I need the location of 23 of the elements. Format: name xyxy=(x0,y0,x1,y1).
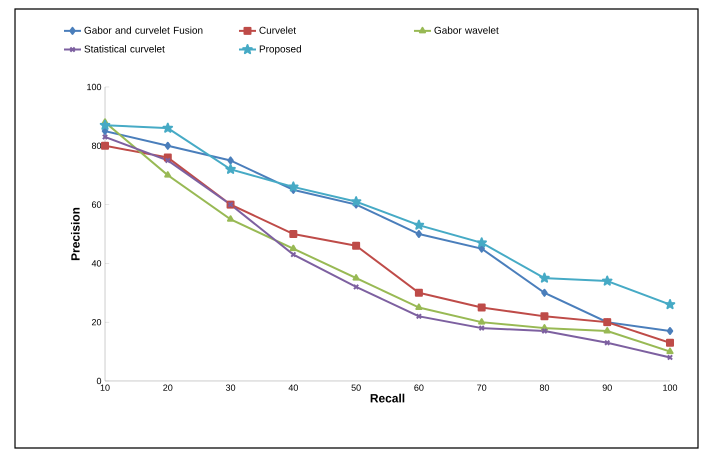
legend-label: Gabor and curvelet Fusion xyxy=(84,26,202,34)
y-tick-label: 0 xyxy=(96,378,102,384)
x-tick-label: 80 xyxy=(540,384,550,391)
legend-label: Curvelet xyxy=(259,26,296,34)
x-tick-label: 50 xyxy=(351,384,361,391)
y-axis-title: Precision xyxy=(70,208,80,260)
x-tick-label: 100 xyxy=(663,384,678,391)
y-tick-label: 60 xyxy=(92,201,102,208)
x-tick-label: 40 xyxy=(288,384,298,391)
legend-label: Statistical curvelet xyxy=(84,45,165,52)
x-tick-label: 20 xyxy=(163,384,172,391)
legend-label: Proposed xyxy=(260,45,301,54)
y-tick-label: 40 xyxy=(92,260,102,267)
x-tick-label: 30 xyxy=(226,384,236,391)
legend-label: Gabor wavelet xyxy=(434,26,499,34)
x-tick-label: 70 xyxy=(477,384,486,391)
y-tick-label: 100 xyxy=(87,84,102,90)
y-tick-label: 20 xyxy=(92,319,102,326)
x-axis-title: Recall xyxy=(370,394,404,402)
x-tick-label: 10 xyxy=(100,384,110,391)
x-tick-label: 60 xyxy=(414,384,424,391)
y-tick-label: 80 xyxy=(92,142,102,149)
x-tick-label: 90 xyxy=(602,384,612,391)
